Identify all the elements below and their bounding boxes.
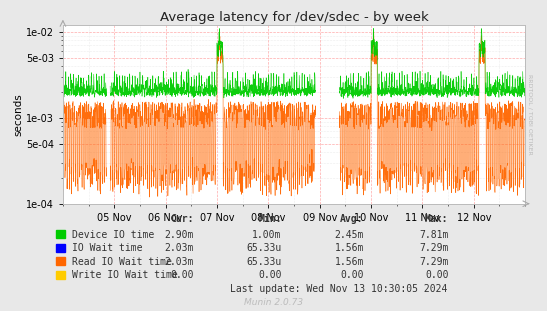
Text: 1.56m: 1.56m (334, 257, 364, 267)
Text: 2.45m: 2.45m (334, 230, 364, 240)
Bar (56, 230, 65, 238)
Text: 0.00: 0.00 (340, 270, 364, 280)
Title: Average latency for /dev/sdec - by week: Average latency for /dev/sdec - by week (160, 11, 428, 24)
Text: 0.00: 0.00 (258, 270, 282, 280)
Text: 0.00: 0.00 (171, 270, 194, 280)
Text: 1.00m: 1.00m (252, 230, 282, 240)
Bar (56, 257, 65, 265)
Text: 0.00: 0.00 (425, 270, 449, 280)
Text: Read IO Wait time: Read IO Wait time (72, 257, 172, 267)
Text: Min:: Min: (258, 214, 282, 224)
Text: Write IO Wait time: Write IO Wait time (72, 270, 178, 280)
Text: 1.56m: 1.56m (334, 243, 364, 253)
Text: Cur:: Cur: (171, 214, 194, 224)
Text: 7.29m: 7.29m (419, 243, 449, 253)
Text: 2.90m: 2.90m (165, 230, 194, 240)
Text: 2.03m: 2.03m (165, 257, 194, 267)
Bar (56, 271, 65, 279)
Text: Last update: Wed Nov 13 10:30:05 2024: Last update: Wed Nov 13 10:30:05 2024 (230, 284, 448, 294)
Bar (56, 244, 65, 252)
Text: 7.29m: 7.29m (419, 257, 449, 267)
Text: 7.81m: 7.81m (419, 230, 449, 240)
Text: Avg:: Avg: (340, 214, 364, 224)
Text: IO Wait time: IO Wait time (72, 243, 143, 253)
Y-axis label: seconds: seconds (13, 93, 23, 136)
Text: Device IO time: Device IO time (72, 230, 154, 240)
Text: 65.33u: 65.33u (247, 243, 282, 253)
Text: 65.33u: 65.33u (247, 257, 282, 267)
Text: Munin 2.0.73: Munin 2.0.73 (244, 298, 303, 307)
Text: 2.03m: 2.03m (165, 243, 194, 253)
Text: RRDTOOL / TOBI OETIKER: RRDTOOL / TOBI OETIKER (527, 74, 532, 155)
Text: Max:: Max: (425, 214, 449, 224)
